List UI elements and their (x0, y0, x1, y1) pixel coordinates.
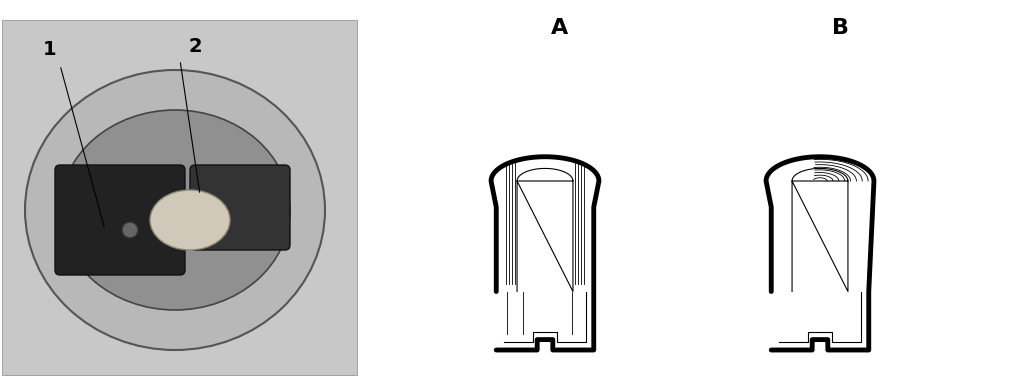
Text: 2: 2 (188, 37, 202, 56)
Ellipse shape (150, 190, 230, 250)
Bar (2, 20, 357, 375)
Circle shape (122, 222, 138, 238)
Ellipse shape (25, 70, 325, 350)
FancyBboxPatch shape (55, 165, 185, 275)
Ellipse shape (60, 110, 290, 310)
Text: A: A (551, 18, 568, 38)
Text: 1: 1 (43, 40, 56, 59)
Text: B: B (831, 18, 849, 38)
FancyBboxPatch shape (190, 165, 290, 250)
